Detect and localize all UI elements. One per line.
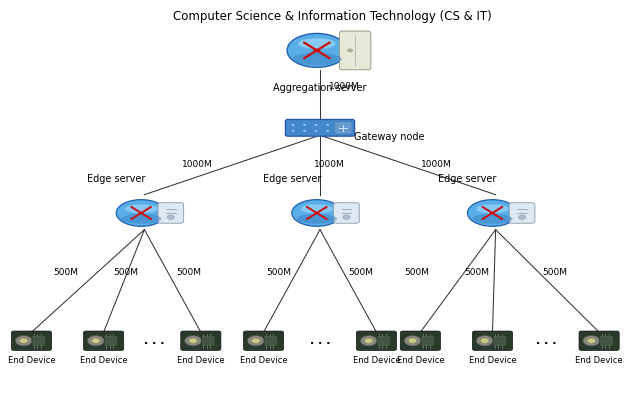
Text: 1000M: 1000M (314, 160, 345, 169)
Circle shape (481, 338, 489, 343)
Ellipse shape (476, 204, 509, 213)
Text: End Device: End Device (575, 356, 623, 365)
Circle shape (490, 211, 495, 214)
Ellipse shape (301, 204, 333, 213)
Circle shape (88, 335, 104, 346)
Circle shape (303, 124, 306, 126)
FancyBboxPatch shape (339, 31, 371, 70)
Ellipse shape (287, 34, 347, 67)
FancyBboxPatch shape (333, 203, 359, 223)
Circle shape (292, 130, 294, 132)
Text: End Device: End Device (397, 356, 444, 365)
Circle shape (20, 338, 28, 343)
Text: Aggregation server: Aggregation server (273, 83, 367, 93)
Text: End Device: End Device (80, 356, 127, 365)
FancyBboxPatch shape (421, 336, 435, 346)
Ellipse shape (116, 199, 166, 226)
Ellipse shape (298, 38, 335, 49)
Circle shape (315, 130, 317, 132)
Text: 500M: 500M (113, 269, 138, 277)
Text: 500M: 500M (176, 269, 201, 277)
Circle shape (343, 215, 350, 219)
FancyBboxPatch shape (334, 122, 352, 134)
Ellipse shape (292, 199, 342, 226)
Text: Edge server: Edge server (438, 174, 497, 184)
FancyBboxPatch shape (493, 336, 507, 346)
Circle shape (292, 124, 294, 126)
Text: 500M: 500M (54, 269, 79, 277)
Ellipse shape (292, 53, 342, 66)
Circle shape (518, 215, 525, 219)
Circle shape (365, 338, 373, 343)
Circle shape (326, 130, 329, 132)
Circle shape (404, 335, 421, 346)
FancyBboxPatch shape (579, 331, 619, 350)
FancyBboxPatch shape (243, 331, 284, 350)
Circle shape (248, 335, 264, 346)
Circle shape (408, 338, 417, 343)
FancyBboxPatch shape (32, 336, 45, 346)
FancyBboxPatch shape (158, 203, 184, 223)
Text: 500M: 500M (267, 269, 292, 277)
Circle shape (476, 335, 493, 346)
Text: . . .: . . . (143, 336, 164, 346)
Circle shape (326, 124, 329, 126)
Text: Edge server: Edge server (262, 174, 321, 184)
Circle shape (185, 335, 202, 346)
Ellipse shape (467, 199, 517, 226)
Circle shape (315, 124, 317, 126)
Ellipse shape (121, 214, 161, 224)
Circle shape (314, 211, 319, 214)
Circle shape (360, 335, 377, 346)
Circle shape (252, 338, 260, 343)
FancyBboxPatch shape (600, 336, 613, 346)
Text: 1000M: 1000M (330, 82, 360, 91)
Text: End Device: End Device (353, 356, 400, 365)
Circle shape (587, 338, 596, 343)
Ellipse shape (296, 214, 337, 224)
Text: 500M: 500M (464, 269, 490, 277)
FancyBboxPatch shape (509, 203, 535, 223)
FancyBboxPatch shape (180, 331, 221, 350)
Circle shape (138, 211, 144, 214)
Text: End Device: End Device (468, 356, 516, 365)
FancyBboxPatch shape (202, 336, 215, 346)
Text: Gateway node: Gateway node (355, 132, 425, 143)
Circle shape (15, 335, 32, 346)
Text: End Device: End Device (8, 356, 55, 365)
Circle shape (167, 215, 174, 219)
Text: End Device: End Device (177, 356, 225, 365)
Text: 500M: 500M (543, 269, 568, 277)
Text: End Device: End Device (240, 356, 287, 365)
Circle shape (92, 338, 100, 343)
FancyBboxPatch shape (84, 331, 124, 350)
Text: 500M: 500M (348, 269, 373, 277)
FancyBboxPatch shape (104, 336, 118, 346)
Text: Computer Science & Information Technology (CS & IT): Computer Science & Information Technolog… (173, 10, 492, 23)
FancyBboxPatch shape (12, 331, 52, 350)
FancyBboxPatch shape (264, 336, 278, 346)
Circle shape (314, 48, 320, 53)
FancyBboxPatch shape (377, 336, 390, 346)
Circle shape (303, 130, 306, 132)
Circle shape (348, 49, 353, 52)
Text: 500M: 500M (404, 269, 429, 277)
FancyBboxPatch shape (400, 331, 440, 350)
Text: . . .: . . . (536, 336, 556, 346)
Ellipse shape (125, 204, 157, 213)
Text: 1000M: 1000M (182, 160, 213, 169)
FancyBboxPatch shape (356, 331, 397, 350)
FancyBboxPatch shape (472, 331, 513, 350)
Text: . . .: . . . (310, 336, 330, 346)
Circle shape (189, 338, 197, 343)
Ellipse shape (472, 214, 513, 224)
Text: Edge server: Edge server (87, 174, 145, 184)
Circle shape (583, 335, 600, 346)
Text: 1000M: 1000M (420, 160, 451, 169)
FancyBboxPatch shape (285, 119, 355, 136)
